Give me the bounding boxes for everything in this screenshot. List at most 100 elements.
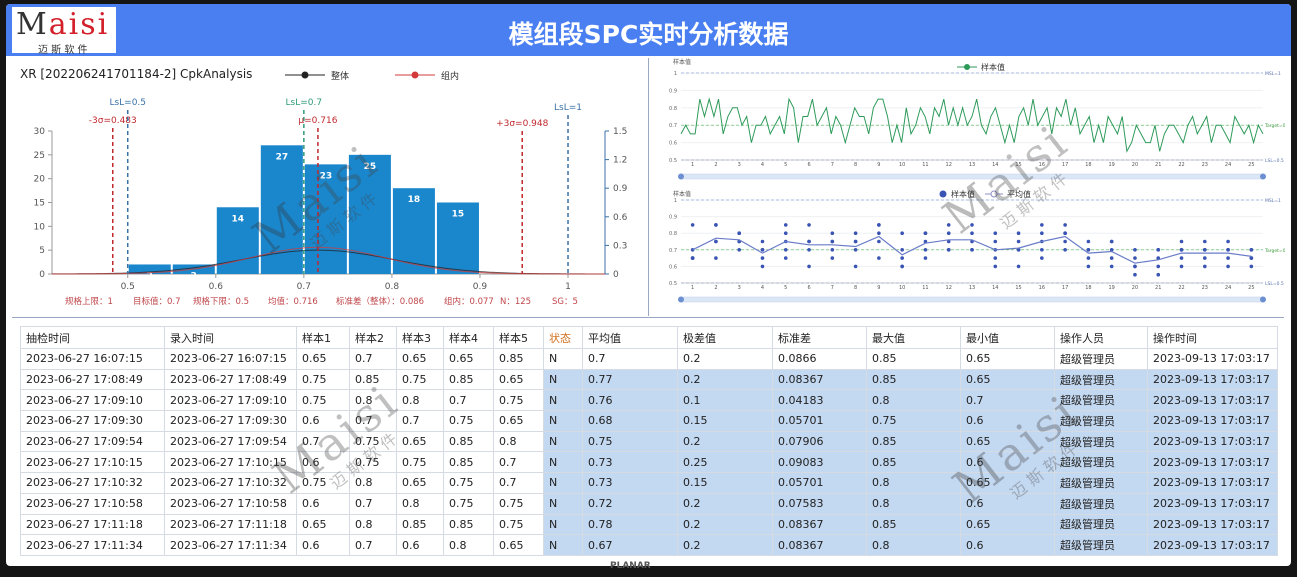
column-header: 样本4 [443, 326, 494, 349]
x-tick-label: 5 [784, 162, 787, 168]
y-tick-label: 0.6 [669, 141, 677, 147]
table-cell: 超级管理员 [1054, 534, 1148, 556]
table-cell: 超级管理员 [1054, 348, 1148, 370]
table-cell: 0.6 [960, 534, 1055, 556]
zoom-slider [680, 296, 1264, 303]
table-cell: 超级管理员 [1054, 410, 1148, 432]
table-cell: 0.6 [960, 451, 1055, 474]
slider-handle [1260, 296, 1266, 303]
slider-handle [678, 296, 684, 303]
table-cell: 0.6 [960, 410, 1055, 432]
slider-handle [678, 173, 684, 180]
bar-label: 2 [191, 271, 197, 281]
table-cell: 0.2 [677, 368, 773, 391]
x-tick-label: 2 [714, 285, 717, 291]
bar-label: 23 [320, 171, 333, 181]
x-tick-label: 25 [1248, 285, 1254, 291]
x-tick-label: 18 [1085, 285, 1091, 291]
table-cell: 2023-09-13 17:03:17 [1147, 451, 1278, 474]
sample-dot [900, 248, 904, 252]
y-tick-label: 0.7 [669, 123, 677, 129]
table-cell: 0.07583 [772, 492, 867, 515]
table-cell: 2023-09-13 17:03:17 [1147, 430, 1278, 453]
table-cell: N [543, 389, 583, 412]
x-tick-label: 7 [831, 285, 834, 291]
header-bar: Maisi 迈 斯 软 件 模组段SPC实时分析数据 [6, 4, 1291, 56]
sample-dot [783, 248, 788, 252]
sample-dot [877, 223, 881, 227]
table-cell: 0.72 [582, 492, 678, 515]
table-cell: 0.65 [960, 472, 1055, 494]
table-cell: 2023-06-27 17:11:34 [164, 534, 297, 556]
sample-dot [1016, 248, 1021, 252]
table-cell: 0.6 [296, 492, 350, 515]
slider-handle [1260, 173, 1266, 180]
table-cell: 0.85 [493, 348, 544, 370]
y-tick-label: 10 [34, 222, 46, 232]
table-cell: 0.65 [296, 513, 350, 536]
x-tick-label: 9 [877, 285, 880, 291]
sample-dot [877, 256, 881, 260]
histogram-chart: XR [202206241701184-2] CpkAnalysis 整体 组内 0 5… [20, 67, 628, 307]
table-cell: 0.7 [960, 389, 1055, 412]
table-cell: 0.85 [443, 430, 494, 453]
y-tick-label: 15 [34, 199, 45, 209]
sample-dot [1203, 256, 1207, 260]
x-tick-label: 24 [1225, 162, 1231, 168]
sample-dot [783, 256, 788, 260]
table-cell: 2023-06-27 16:07:15 [20, 348, 165, 370]
table-cell: 超级管理员 [1054, 492, 1148, 515]
table-cell: 0.09083 [772, 451, 867, 474]
sample-dot [1249, 256, 1254, 260]
sample-dot [760, 248, 765, 252]
sample-dot [1203, 248, 1207, 252]
chart-title: 样本值 [673, 58, 691, 66]
table-cell: N [543, 430, 583, 453]
sample-dot [970, 223, 974, 227]
y-tick-label: 0.9 [669, 88, 677, 94]
table-cell: 2023-06-27 17:09:30 [164, 410, 297, 432]
sample-dot [1016, 239, 1021, 244]
y2-tick-label: 1.2 [613, 156, 627, 166]
zoom-slider [680, 173, 1264, 180]
table-cell: 0.75 [493, 389, 544, 412]
table-cell: 2023-06-27 16:07:15 [164, 348, 297, 370]
table-cell: 0.67 [582, 534, 678, 556]
sample-dot [1016, 231, 1021, 235]
sample-dot [993, 231, 998, 235]
table-cell: 0.76 [582, 389, 678, 412]
bezel-label: PLANAR [610, 561, 651, 571]
x-tick-label: 8 [854, 285, 857, 291]
table-cell: 0.8 [493, 430, 544, 453]
x-tick-label: 1 [565, 282, 571, 292]
table-cell: 0.6 [296, 410, 350, 432]
table-cell: 0.8 [349, 389, 397, 412]
sample-dot [923, 231, 928, 235]
column-header: 录入时间 [164, 326, 297, 349]
bar [128, 264, 171, 274]
stat-label: 均值：0.716 [268, 296, 318, 307]
table-cell: 2023-06-27 17:09:54 [20, 430, 165, 453]
sample-dot [807, 248, 811, 252]
table-cell: 2023-06-27 17:09:10 [164, 389, 297, 412]
table-cell: 2023-06-27 17:11:18 [20, 513, 165, 536]
bar [348, 154, 391, 274]
limit-label: MSL=1 [1265, 71, 1281, 77]
x-tick-label: 14 [992, 285, 998, 291]
table-cell: 0.85 [443, 451, 494, 474]
column-header: 样本5 [493, 326, 544, 349]
table-cell: 0.65 [296, 348, 350, 370]
table-cell: 0.8 [396, 389, 444, 412]
x-tick-label: 15 [1015, 162, 1021, 168]
sample-dot [993, 256, 998, 260]
bar-label: 2 [147, 271, 153, 281]
table-cell: 0.8 [866, 389, 961, 412]
table-cell: 0.8 [866, 472, 961, 494]
sample-dot [1086, 239, 1091, 244]
table-cell: 0.08367 [772, 534, 867, 556]
x-tick-label: 19 [1108, 162, 1114, 168]
table-cell: 0.85 [866, 513, 961, 536]
x-tick-label: 23 [1202, 162, 1208, 168]
table-cell: 0.08367 [772, 368, 867, 391]
y-tick-label: 0.5 [669, 158, 677, 164]
